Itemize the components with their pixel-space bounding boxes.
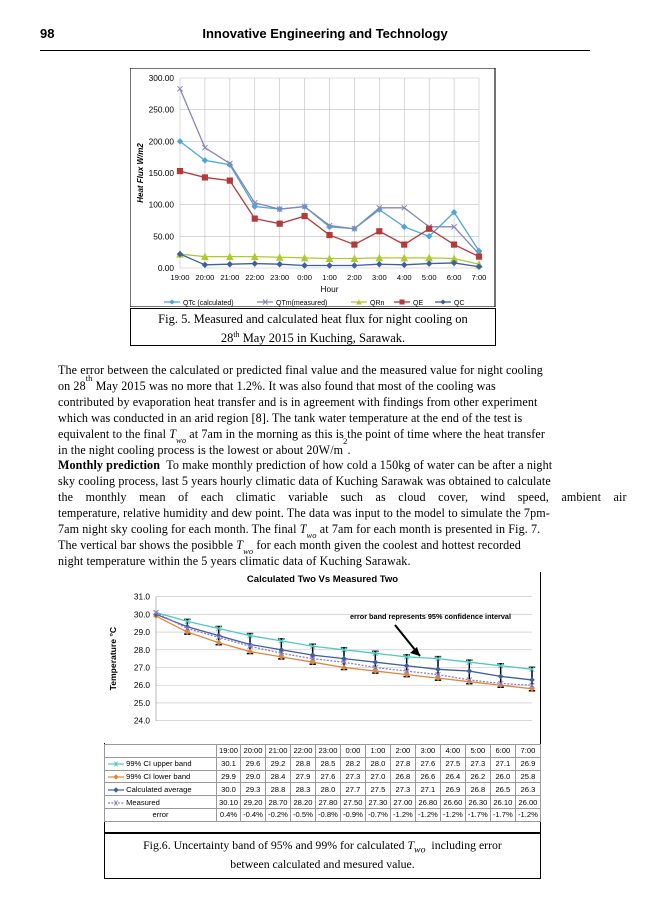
svg-text:28.0: 28.0 [134,645,151,655]
svg-text:31.0: 31.0 [134,592,151,602]
svg-text:error band represents 95% conf: error band represents 95% confidence int… [350,612,511,621]
svg-text:QRn: QRn [370,300,385,307]
svg-text:27.0: 27.0 [134,663,151,673]
svg-text:1:00: 1:00 [322,273,337,282]
svg-text:24.0: 24.0 [134,716,151,726]
svg-text:0:00: 0:00 [297,273,312,282]
svg-text:100.00: 100.00 [149,200,175,210]
svg-text:Calculated Two Vs Measured Two: Calculated Two Vs Measured Two [247,574,398,585]
svg-text:QTm(measured): QTm(measured) [276,300,327,307]
svg-text:29.0: 29.0 [134,627,151,637]
svg-text:19:00: 19:00 [170,273,189,282]
svg-text:22:00: 22:00 [245,273,264,282]
svg-text:50.00: 50.00 [153,231,174,241]
svg-text:20:00: 20:00 [195,273,214,282]
svg-text:30.0: 30.0 [134,609,151,619]
svg-text:150.00: 150.00 [149,168,175,178]
svg-text:23:00: 23:00 [270,273,289,282]
svg-text:Temperature °C: Temperature °C [108,627,118,690]
svg-text:200.00: 200.00 [149,136,175,146]
svg-text:25.0: 25.0 [134,698,151,708]
svg-text:QC: QC [454,300,465,307]
svg-text:7:00: 7:00 [472,273,487,282]
svg-text:0.00: 0.00 [158,263,175,273]
svg-text:Hour: Hour [321,284,339,294]
svg-text:2:00: 2:00 [347,273,362,282]
svg-text:QE: QE [413,300,423,307]
svg-text:5:00: 5:00 [422,273,437,282]
svg-text:QTc (calculated): QTc (calculated) [183,300,234,307]
svg-text:250.00: 250.00 [149,105,175,115]
svg-text:21:00: 21:00 [220,273,239,282]
svg-text:3:00: 3:00 [372,273,387,282]
svg-text:Heat Flux W/m2: Heat Flux W/m2 [136,143,145,203]
svg-text:4:00: 4:00 [397,273,412,282]
svg-text:6:00: 6:00 [447,273,462,282]
svg-text:300.00: 300.00 [149,73,175,83]
svg-text:26.0: 26.0 [134,680,151,690]
